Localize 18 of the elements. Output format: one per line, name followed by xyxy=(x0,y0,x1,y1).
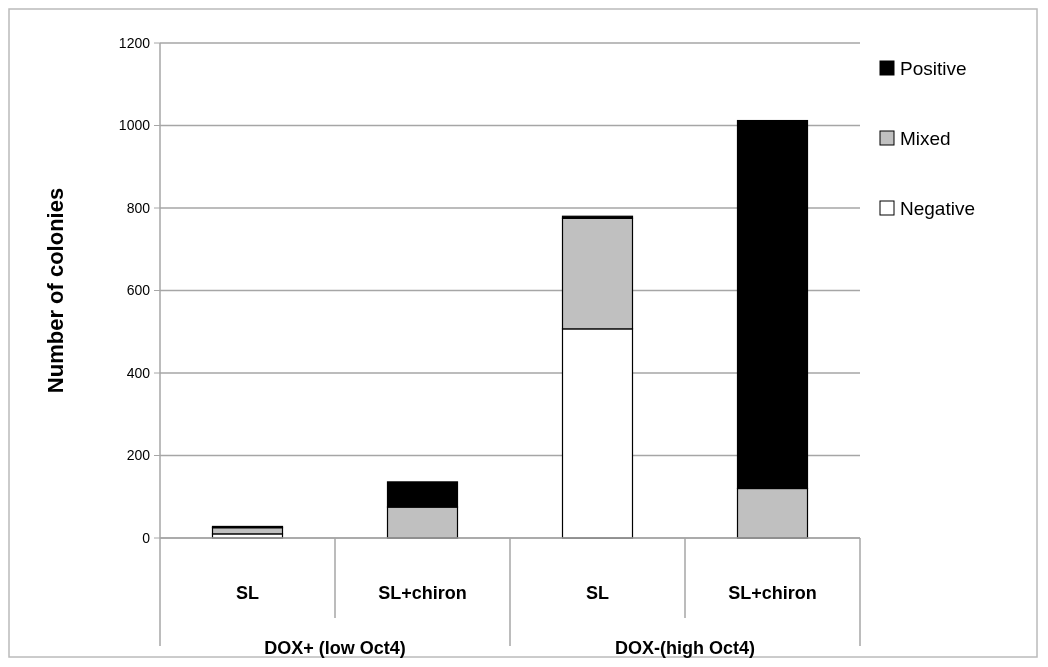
legend-label: Positive xyxy=(900,57,967,79)
x-tick-label: SL xyxy=(585,583,610,604)
y-tick-label: 1200 xyxy=(118,34,151,51)
x-tick-label: SL xyxy=(235,583,260,604)
x-tick-label: SL+chiron xyxy=(728,583,817,604)
y-tick-label: 200 xyxy=(126,447,151,464)
y-tick-label: 800 xyxy=(126,199,151,216)
y-tick-label: 1000 xyxy=(118,117,151,134)
y-tick-label: 600 xyxy=(126,282,151,299)
y-axis-title: Number of colonies xyxy=(43,187,68,394)
legend-label: Mixed xyxy=(900,127,951,149)
text: DOX+ (low Oct4) xyxy=(264,638,406,659)
text: DOX-(high Oct4) xyxy=(615,638,755,659)
y-tick-label: 0 xyxy=(142,529,151,546)
x-tick-label: SL+chiron xyxy=(378,583,467,604)
bar xyxy=(211,527,284,535)
y-tick-label: 400 xyxy=(126,364,151,381)
legend-label: Negative xyxy=(900,197,975,219)
